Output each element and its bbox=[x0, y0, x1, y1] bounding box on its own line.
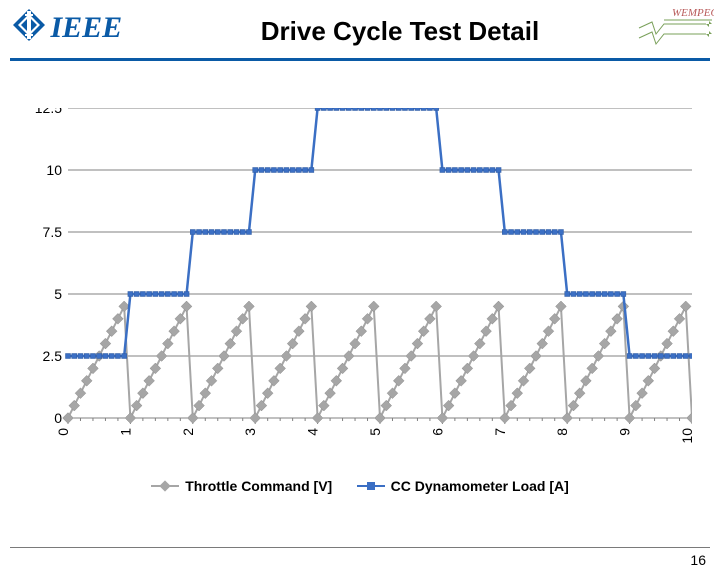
legend-swatch-load bbox=[357, 479, 385, 493]
svg-text:4: 4 bbox=[305, 428, 321, 436]
page-number: 16 bbox=[690, 552, 706, 568]
wempec-logo: WEMPEC bbox=[634, 4, 714, 50]
svg-text:0: 0 bbox=[54, 410, 62, 426]
legend-item-load: CC Dynamometer Load [A] bbox=[357, 478, 569, 494]
svg-text:6: 6 bbox=[429, 428, 445, 436]
svg-text:0: 0 bbox=[55, 428, 71, 436]
legend: Throttle Command [V] CC Dynamometer Load… bbox=[0, 478, 720, 498]
slide-title: Drive Cycle Test Detail bbox=[180, 16, 620, 47]
svg-text:2.5: 2.5 bbox=[43, 348, 63, 364]
wempec-text: WEMPEC bbox=[672, 7, 714, 19]
ieee-text: IEEE bbox=[50, 11, 122, 45]
svg-text:9: 9 bbox=[617, 428, 633, 436]
legend-swatch-throttle bbox=[151, 479, 179, 493]
chart: 0 2.5 5 7.5 10 12.5 0 1 2 3 4 5 6 7 8 9 10 bbox=[28, 108, 692, 460]
footer-divider bbox=[10, 547, 710, 548]
svg-text:5: 5 bbox=[367, 428, 383, 436]
legend-label-load: CC Dynamometer Load [A] bbox=[391, 478, 569, 494]
svg-text:3: 3 bbox=[242, 428, 258, 436]
slide: { "slide": { "title": "Drive Cycle Test … bbox=[0, 0, 720, 576]
legend-label-throttle: Throttle Command [V] bbox=[185, 478, 332, 494]
svg-text:12.5: 12.5 bbox=[35, 108, 62, 116]
svg-text:10: 10 bbox=[46, 162, 62, 178]
ieee-logo: IEEE bbox=[12, 8, 162, 52]
svg-text:7.5: 7.5 bbox=[43, 224, 63, 240]
chart-svg: 0 2.5 5 7.5 10 12.5 0 1 2 3 4 5 6 7 8 9 10 bbox=[28, 108, 692, 460]
svg-text:8: 8 bbox=[554, 428, 570, 436]
legend-item-throttle: Throttle Command [V] bbox=[151, 478, 332, 494]
svg-text:10: 10 bbox=[679, 428, 692, 444]
svg-text:2: 2 bbox=[180, 428, 196, 436]
svg-text:7: 7 bbox=[492, 428, 508, 436]
header: IEEE Drive Cycle Test Detail WEMPEC bbox=[0, 0, 720, 60]
svg-text:5: 5 bbox=[54, 286, 62, 302]
header-divider bbox=[10, 58, 710, 61]
svg-text:1: 1 bbox=[117, 428, 133, 436]
ieee-diamond-icon bbox=[12, 8, 46, 47]
